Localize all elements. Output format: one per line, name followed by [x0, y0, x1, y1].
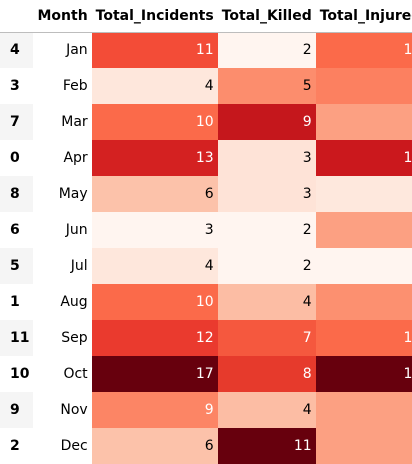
month-cell: Jul — [70, 258, 88, 274]
table-body: 4Jan112113Feb4597Mar10970Apr133148May633… — [0, 32, 412, 464]
month-cell: Sep — [61, 330, 88, 346]
total-killed-cell: 4 — [217, 392, 316, 428]
table-row: 1 Aug1048 — [0, 284, 412, 320]
month-cell: Aug — [60, 294, 88, 310]
table-row: 7Mar1097 — [0, 104, 412, 140]
row-index: 10 — [0, 356, 34, 392]
total-incidents-cell: 6 — [91, 176, 218, 212]
total-injured-cell: 11 — [315, 32, 412, 68]
row-index: 7 — [0, 104, 34, 140]
total-killed-cell: 5 — [217, 68, 316, 104]
total-incidents-cell: 10 — [91, 284, 218, 320]
total-incidents-cell: 13 — [91, 140, 218, 176]
month-header: Month — [33, 0, 92, 33]
total-incidents-cell: 6 — [91, 428, 218, 464]
month-cell: Apr — [63, 150, 88, 166]
total-injured-cell: 11 — [315, 320, 412, 356]
table-row: 9Nov947 — [0, 392, 412, 428]
row-index: 0 — [0, 140, 34, 176]
total-incidents-cell: 4 — [91, 68, 218, 104]
row-index: 9 — [0, 392, 34, 428]
total-incidents-cell: 9 — [91, 392, 218, 428]
month-cell: Mar — [61, 114, 88, 130]
table-row: 2 Dec6117 — [0, 428, 412, 464]
row-index: 11 — [0, 320, 34, 356]
total-killed-cell: 11 — [217, 428, 316, 464]
total-injured-cell: 7 — [315, 212, 412, 248]
row-index: 6 — [0, 212, 34, 248]
index-header — [0, 0, 34, 33]
total-incidents-header: Total_Incidents — [91, 0, 218, 33]
total-killed-cell: 3 — [217, 140, 316, 176]
total-incidents-cell: 4 — [91, 248, 218, 284]
total-killed-cell: 3 — [217, 176, 316, 212]
table-row: 4Jan11211 — [0, 32, 412, 68]
row-index: 4 — [0, 32, 34, 68]
month-cell: Jun — [65, 222, 88, 238]
total-incidents-cell: 3 — [91, 212, 218, 248]
total-injured-cell: 3 — [315, 176, 412, 212]
table-header: Month Total_Incidents Total_Killed Total… — [0, 0, 412, 33]
table-row: 3 Feb459 — [0, 68, 412, 104]
total-incidents-cell: 17 — [91, 356, 218, 392]
table-row: 6 Jun327 — [0, 212, 412, 248]
month-cell: Nov — [60, 402, 88, 418]
total-incidents-cell: 12 — [91, 320, 218, 356]
total-killed-cell: 2 — [217, 32, 316, 68]
month-cell: Jan — [66, 42, 88, 59]
total-injured-cell: 2 — [315, 248, 412, 284]
total-killed-cell: 2 — [217, 212, 316, 248]
row-index: 8 — [0, 176, 34, 212]
row-index: 3 — [0, 68, 34, 104]
total-incidents-cell: 11 — [91, 32, 218, 68]
total-killed-cell: 2 — [217, 248, 316, 284]
header-row: Month Total_Incidents Total_Killed Total… — [0, 0, 412, 33]
month-cell: Oct — [63, 366, 88, 382]
month-cell: Feb — [62, 78, 88, 94]
table-row: 10 Oct17818 — [0, 356, 412, 392]
row-index: 1 — [0, 284, 34, 320]
total-killed-cell: 8 — [217, 356, 316, 392]
row-index: 2 — [0, 428, 34, 464]
row-index: 5 — [0, 248, 34, 284]
total-injured-cell: 14 — [315, 140, 412, 176]
total-injured-header: Total_Injured — [315, 0, 412, 33]
total-injured-cell: 7 — [315, 104, 412, 140]
month-cell: Dec — [60, 438, 88, 454]
total-killed-cell: 7 — [217, 320, 316, 356]
total-injured-cell: 9 — [315, 68, 412, 104]
total-injured-cell: 18 — [315, 356, 412, 392]
total-killed-header: Total_Killed — [217, 0, 316, 33]
total-incidents-cell: 10 — [91, 104, 218, 140]
table-row: 5Jul422 — [0, 248, 412, 284]
total-killed-cell: 4 — [217, 284, 316, 320]
total-injured-cell: 7 — [315, 428, 412, 464]
total-injured-cell: 7 — [315, 392, 412, 428]
total-killed-cell: 9 — [217, 104, 316, 140]
month-cell: May — [58, 186, 88, 202]
total-injured-cell: 8 — [315, 284, 412, 320]
table-row: 8May633 — [0, 176, 412, 212]
table-row: 0 Apr13314 — [0, 140, 412, 176]
